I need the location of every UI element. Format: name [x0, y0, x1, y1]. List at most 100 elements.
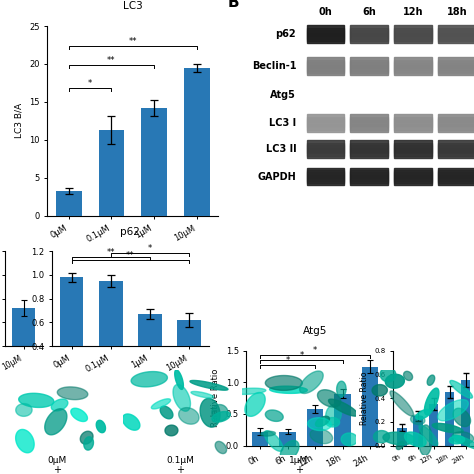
Text: 0μM: 0μM — [47, 456, 66, 465]
Bar — [280, 432, 296, 446]
Text: B: B — [228, 0, 239, 10]
Bar — [394, 26, 432, 43]
Bar — [438, 30, 474, 38]
Bar — [350, 170, 388, 183]
Bar — [177, 320, 201, 393]
Bar — [438, 114, 474, 132]
Polygon shape — [16, 403, 32, 416]
Bar — [394, 170, 432, 183]
Polygon shape — [265, 410, 283, 421]
Bar — [307, 409, 323, 446]
Title: p62: p62 — [120, 227, 140, 237]
Text: 6h: 6h — [362, 7, 376, 17]
Bar — [350, 147, 388, 151]
Text: 1μM: 1μM — [289, 456, 308, 465]
Bar — [307, 117, 344, 130]
Bar — [307, 114, 344, 132]
Polygon shape — [190, 381, 228, 390]
Bar — [350, 26, 388, 43]
Polygon shape — [231, 388, 266, 394]
Polygon shape — [318, 390, 341, 407]
Bar — [438, 121, 474, 125]
Bar — [350, 140, 388, 158]
Polygon shape — [212, 411, 230, 422]
Bar — [184, 68, 210, 216]
Bar — [394, 121, 432, 125]
Polygon shape — [453, 435, 474, 450]
Polygon shape — [374, 430, 390, 443]
Bar — [438, 145, 474, 154]
Bar — [252, 432, 268, 446]
Bar — [394, 30, 432, 38]
Bar — [350, 145, 388, 154]
Bar — [99, 130, 124, 216]
Bar — [307, 33, 344, 36]
Bar — [394, 173, 432, 181]
Bar — [397, 428, 407, 446]
Bar — [438, 62, 474, 71]
Bar — [438, 143, 474, 156]
Bar — [394, 147, 432, 151]
Polygon shape — [416, 410, 430, 419]
Bar — [394, 168, 432, 185]
Bar — [307, 170, 344, 183]
Bar — [307, 175, 344, 178]
Bar — [307, 64, 344, 68]
Polygon shape — [385, 374, 404, 388]
Bar — [307, 173, 344, 181]
Bar — [350, 175, 388, 178]
Polygon shape — [410, 415, 425, 425]
Bar — [394, 114, 432, 132]
Polygon shape — [131, 372, 167, 387]
Text: **: ** — [107, 56, 116, 65]
Bar — [350, 57, 388, 75]
Text: LC3 II: LC3 II — [265, 144, 296, 155]
Bar — [350, 121, 388, 125]
Text: *: * — [88, 79, 92, 88]
Bar — [438, 28, 474, 41]
Bar — [438, 119, 474, 128]
Bar — [350, 168, 388, 185]
Text: +: + — [53, 465, 61, 474]
Text: *: * — [148, 244, 152, 253]
Bar — [350, 33, 388, 36]
Bar — [394, 62, 432, 71]
Bar — [394, 143, 432, 156]
Bar — [307, 121, 344, 125]
Polygon shape — [57, 387, 88, 400]
Bar — [307, 62, 344, 71]
Bar — [307, 140, 344, 158]
Bar — [445, 392, 455, 446]
Polygon shape — [300, 371, 323, 393]
Text: 0h: 0h — [319, 7, 332, 17]
Polygon shape — [337, 381, 346, 397]
Polygon shape — [179, 408, 199, 424]
Bar — [12, 308, 35, 393]
Polygon shape — [71, 408, 88, 421]
Polygon shape — [308, 418, 331, 430]
Polygon shape — [175, 370, 183, 390]
Polygon shape — [427, 375, 435, 385]
Bar — [307, 168, 344, 185]
Bar — [438, 57, 474, 75]
Bar — [394, 33, 432, 36]
Polygon shape — [51, 399, 68, 411]
Polygon shape — [453, 408, 471, 427]
Polygon shape — [80, 431, 93, 444]
Polygon shape — [84, 437, 93, 450]
Bar — [350, 117, 388, 130]
Polygon shape — [341, 433, 357, 446]
Polygon shape — [419, 425, 438, 446]
Text: 18h: 18h — [447, 7, 467, 17]
Polygon shape — [264, 431, 283, 451]
Polygon shape — [96, 420, 106, 433]
Bar — [438, 26, 474, 43]
Text: p62: p62 — [275, 29, 296, 39]
Bar — [438, 173, 474, 181]
Text: LC3 I: LC3 I — [269, 118, 296, 128]
Bar — [413, 416, 422, 446]
Polygon shape — [18, 393, 54, 408]
Bar — [307, 30, 344, 38]
Polygon shape — [424, 388, 439, 415]
Bar — [461, 380, 470, 446]
